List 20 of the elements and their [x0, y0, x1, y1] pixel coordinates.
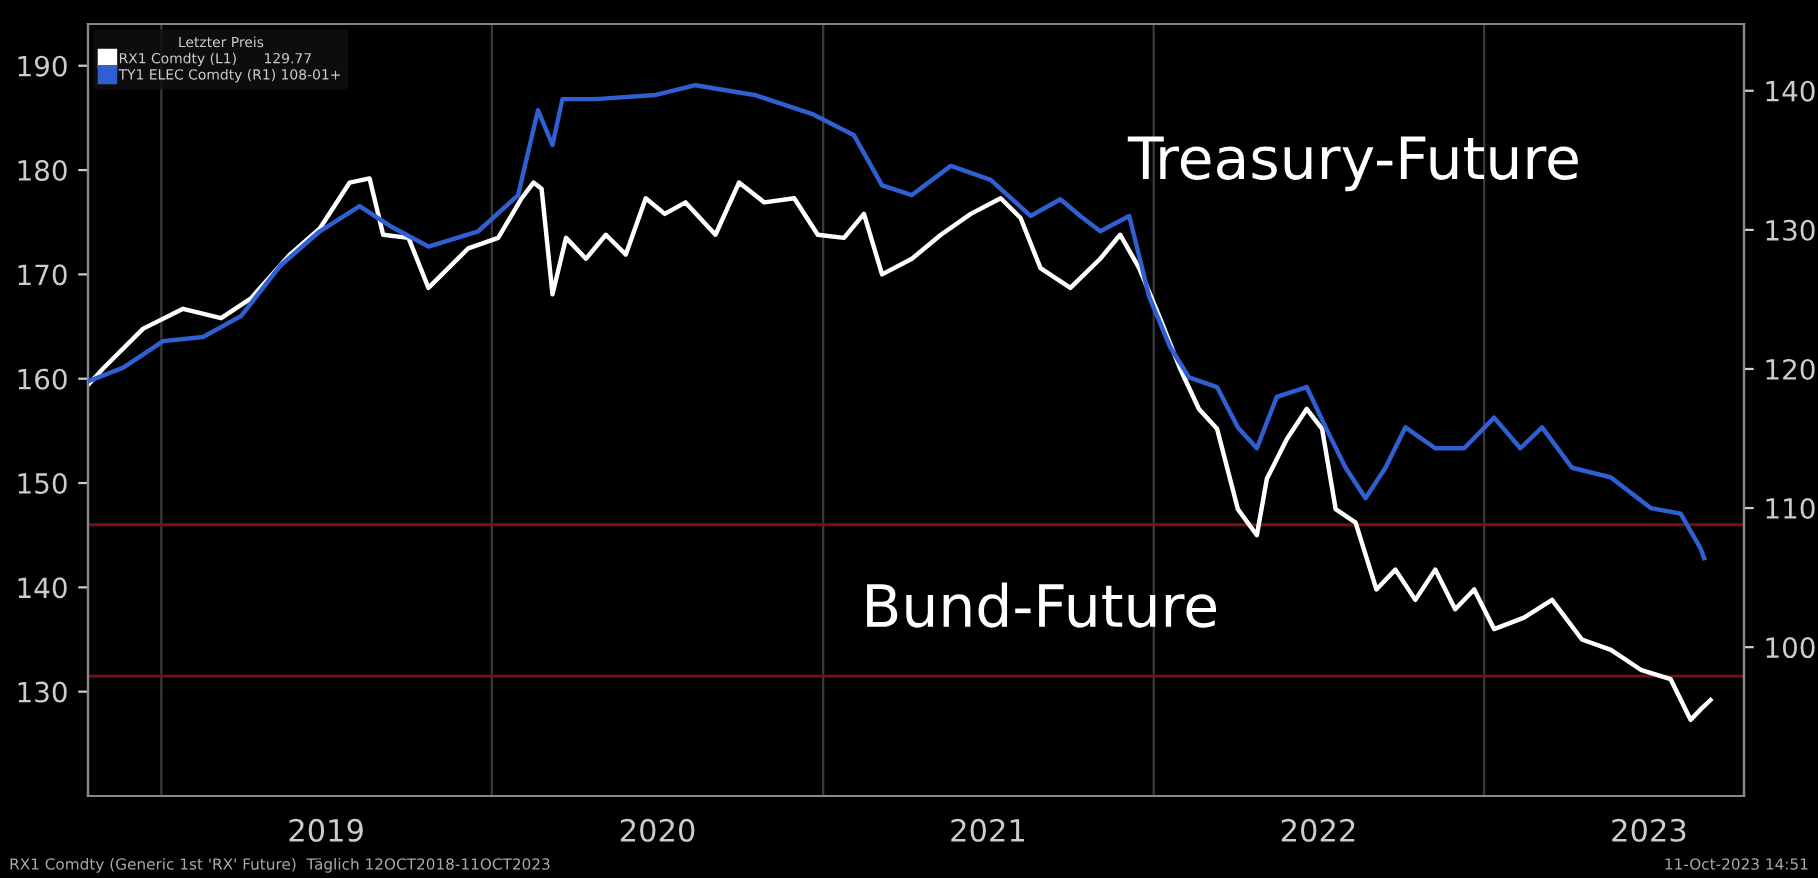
y2-tick-label: 100: [1766, 637, 1815, 659]
annotation: Bund-Future: [867, 582, 1216, 628]
y2-tick-label: 130: [1766, 219, 1815, 241]
annotation: Treasury-Future: [1127, 136, 1578, 192]
y-tick-label: 160: [18, 368, 67, 390]
y2-tick-label: 110: [1766, 498, 1815, 520]
y-tick-label: 150: [18, 472, 67, 494]
x-tick-label: 2023: [1612, 818, 1686, 842]
x-tick-label: 2022: [1281, 818, 1355, 842]
x-tick-label: 2020: [620, 818, 695, 842]
y-tick-label: 130: [18, 681, 67, 703]
y2-tick-label: 140: [1766, 80, 1815, 102]
y2-tick-label: 120: [1766, 358, 1815, 380]
y-tick-label: 170: [18, 264, 67, 286]
x-tick-label: 2019: [289, 818, 363, 842]
y-tick-label: 140: [18, 577, 67, 599]
y-tick-label: 180: [18, 159, 67, 181]
line-series: [88, 82, 1707, 561]
y-tick-label: 190: [18, 55, 67, 77]
x-tick-label: 2021: [951, 818, 1025, 842]
